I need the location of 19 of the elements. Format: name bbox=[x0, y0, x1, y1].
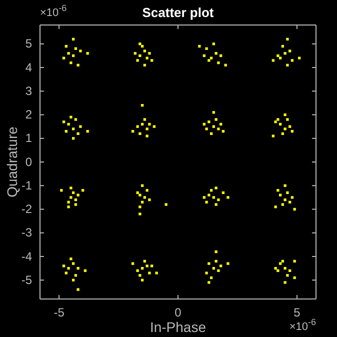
y-tick-label: 0 bbox=[25, 154, 32, 169]
y-tick-label: 5 bbox=[25, 36, 32, 51]
x-tick-label: -5 bbox=[54, 306, 65, 320]
y-tick-label: 4 bbox=[25, 60, 32, 74]
x-tick-label: 5 bbox=[294, 306, 301, 320]
y-tick-label: 2 bbox=[25, 108, 32, 122]
x-axis-title: In-Phase bbox=[150, 319, 206, 335]
y-tick-label: -1 bbox=[21, 178, 32, 192]
chart-title: Scatter plot bbox=[142, 5, 214, 20]
y-tick-label: -4 bbox=[21, 249, 32, 264]
text: ×10$^{-6}$ bbox=[289, 317, 316, 333]
y-tick-label: -3 bbox=[21, 226, 32, 240]
text: ×10$^{-6}$ bbox=[40, 3, 67, 19]
y-tick-label: -2 bbox=[21, 202, 32, 216]
y-tick-label: 3 bbox=[25, 84, 32, 98]
y-axis-title: Quadrature bbox=[4, 126, 20, 198]
y-tick-label: -5 bbox=[21, 272, 32, 287]
x-tick-label: 0 bbox=[174, 306, 182, 320]
y-tick-label: 1 bbox=[25, 131, 32, 146]
